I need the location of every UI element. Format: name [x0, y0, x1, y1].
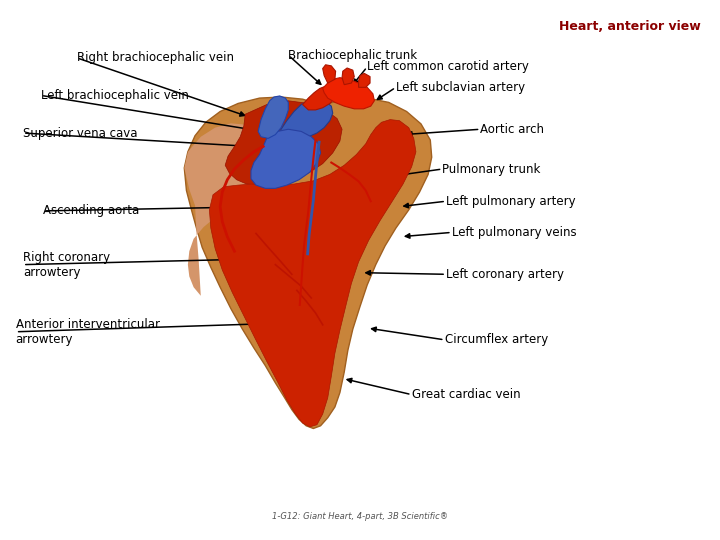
Polygon shape: [225, 101, 342, 185]
Text: Aortic arch: Aortic arch: [480, 123, 544, 136]
Text: Left pulmonary veins: Left pulmonary veins: [452, 226, 577, 239]
Polygon shape: [302, 86, 337, 110]
Polygon shape: [210, 119, 416, 427]
Polygon shape: [258, 96, 288, 138]
Polygon shape: [251, 129, 320, 188]
Text: Pulmonary trunk: Pulmonary trunk: [443, 163, 541, 176]
Polygon shape: [279, 99, 333, 139]
Polygon shape: [184, 97, 432, 428]
Text: Left common carotid artery: Left common carotid artery: [367, 60, 529, 73]
Text: Left pulmonary artery: Left pulmonary artery: [446, 195, 576, 208]
Polygon shape: [359, 73, 370, 87]
Polygon shape: [323, 65, 336, 83]
Text: Right coronary
arrowtery: Right coronary arrowtery: [23, 251, 110, 279]
Text: Ascending aorta: Ascending aorta: [43, 205, 139, 218]
Text: Anterior interventricular
arrowtery: Anterior interventricular arrowtery: [16, 318, 160, 346]
Text: Brachiocephalic trunk: Brachiocephalic trunk: [288, 49, 418, 62]
Text: Circumflex artery: Circumflex artery: [445, 333, 548, 346]
Text: Heart, anterior view: Heart, anterior view: [559, 20, 701, 33]
Text: Left subclavian artery: Left subclavian artery: [396, 81, 525, 94]
Text: Left brachiocephalic vein: Left brachiocephalic vein: [41, 89, 189, 102]
Text: Right brachiocephalic vein: Right brachiocephalic vein: [77, 51, 234, 64]
Text: Superior vena cava: Superior vena cava: [23, 126, 138, 139]
Text: Left coronary artery: Left coronary artery: [446, 268, 564, 281]
Text: Great cardiac vein: Great cardiac vein: [412, 388, 521, 401]
Polygon shape: [184, 123, 277, 296]
Text: 1-G12: Giant Heart, 4-part, 3B Scientific®: 1-G12: Giant Heart, 4-part, 3B Scientifi…: [272, 512, 448, 522]
Polygon shape: [323, 78, 374, 109]
Polygon shape: [342, 68, 354, 85]
